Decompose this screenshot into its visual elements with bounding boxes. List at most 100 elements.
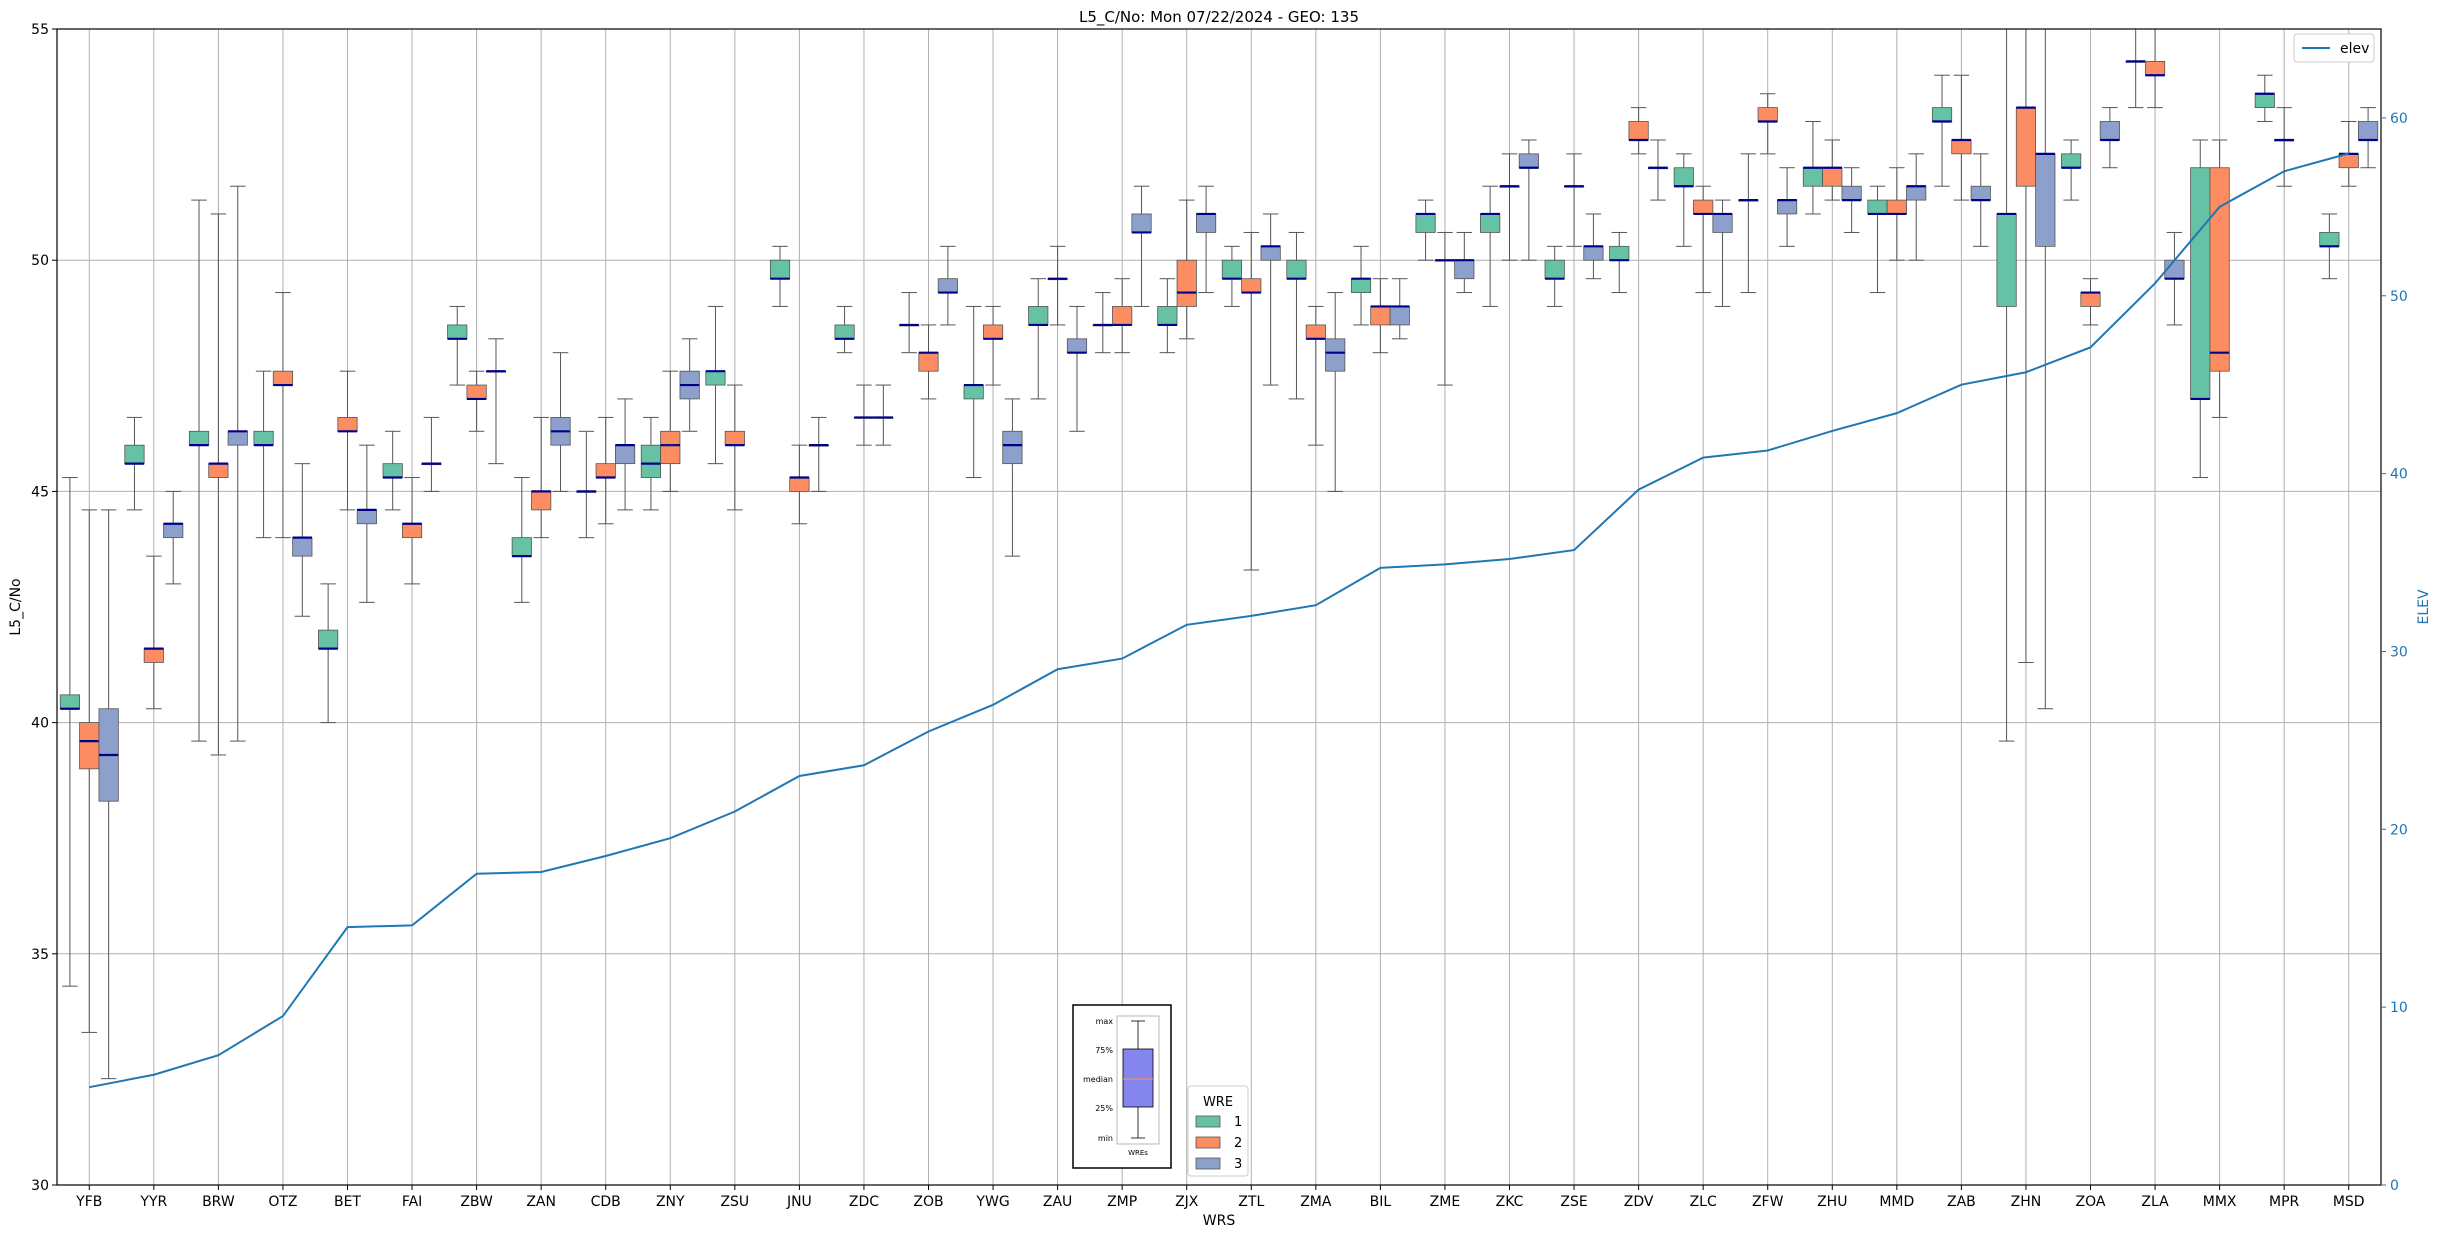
x-tick-label: ZNY xyxy=(656,1194,685,1210)
box-iqr xyxy=(1350,278,1372,293)
box-wre-1-bet xyxy=(318,583,339,724)
box-wre-1-zab xyxy=(1931,74,1953,187)
box-wre-1-zfw xyxy=(1738,153,1759,294)
box-iqr xyxy=(1867,199,1888,215)
box-iqr xyxy=(79,722,100,770)
box-iqr xyxy=(769,259,791,280)
box-iqr xyxy=(2015,107,2037,187)
y-right-tick-label: 50 xyxy=(2390,289,2408,305)
wre-legend: WRE 1 2 3 xyxy=(1187,1085,1249,1177)
box-iqr xyxy=(1693,199,1714,215)
box-iqr xyxy=(1841,185,1862,201)
box-iqr xyxy=(208,463,229,478)
box-iqr xyxy=(982,324,1004,340)
box-wre-3-zhu xyxy=(1841,167,1862,233)
inset-max-label: max xyxy=(1096,1017,1114,1026)
box-iqr xyxy=(1260,245,1281,261)
box-wre-3-msd xyxy=(2358,107,2379,169)
box-wre-1-ztl xyxy=(1221,245,1242,307)
box-iqr xyxy=(1325,338,1346,372)
wre-legend-label-3: 3 xyxy=(1234,1157,1242,1172)
box-wre-2-zab xyxy=(1951,74,1972,201)
x-tick-label: YWG xyxy=(975,1194,1009,1210)
box-wre-1-zan xyxy=(511,477,532,603)
box-wre-3-zdv xyxy=(1647,139,1669,201)
box-wre-3-otz xyxy=(292,463,313,617)
x-tick-label: MSD xyxy=(2333,1194,2365,1210)
box-wre-3-mmd xyxy=(1906,153,1927,261)
box-wre-2-zfw xyxy=(1757,93,1778,155)
box-wre-2-bil xyxy=(1370,278,1391,354)
box-wre-1-zse xyxy=(1544,245,1565,307)
box-iqr xyxy=(705,370,726,386)
box-wre-1-bil xyxy=(1350,245,1372,326)
box-iqr xyxy=(724,430,745,446)
box-wre-2-bet xyxy=(337,370,358,511)
box-wre-2-zma xyxy=(1305,305,1326,446)
box-wre-2-zmp xyxy=(1112,278,1133,354)
box-wre-1-brw xyxy=(188,199,210,742)
x-tick-label: ZLC xyxy=(1690,1194,1717,1210)
box-iqr xyxy=(1389,306,1410,326)
box-wre-2-mpr xyxy=(2274,107,2295,187)
y-tick-label: 35 xyxy=(31,947,49,963)
x-tick-label: ZFW xyxy=(1752,1194,1784,1210)
box-iqr xyxy=(382,463,403,478)
x-tick-label: ZHU xyxy=(1817,1194,1847,1210)
box-wre-1-otz xyxy=(253,370,274,539)
box-wre-3-zau xyxy=(1066,305,1088,432)
grid-lines xyxy=(57,28,2381,1186)
box-iqr xyxy=(1454,259,1475,280)
y-tick-label: 30 xyxy=(31,1178,49,1194)
box-wre-1-cdb xyxy=(576,430,597,539)
box-iqr xyxy=(1886,199,1907,215)
box-wre-2-mmx xyxy=(2209,139,2230,418)
box-wre-2-zhu xyxy=(1822,139,1843,201)
box-iqr xyxy=(124,444,145,465)
box-wre-2-zhn xyxy=(2015,28,2037,663)
box-wre-3-zlc xyxy=(1712,199,1733,307)
inset-wres-label: WREs xyxy=(1128,1149,1148,1157)
x-tick-label: ZSE xyxy=(1560,1194,1587,1210)
x-tick-label: MPR xyxy=(2269,1194,2300,1210)
x-tick-label: MMD xyxy=(1879,1194,1914,1210)
box-wre-3-bet xyxy=(356,444,377,603)
box-iqr xyxy=(1196,213,1217,233)
box-wre-2-zny xyxy=(660,370,681,492)
box-wre-1-zjx xyxy=(1157,278,1178,354)
box-iqr xyxy=(163,523,184,539)
y-right-tick-label: 40 xyxy=(2390,467,2408,483)
y-tick-label: 50 xyxy=(31,253,49,269)
x-tick-label: ZTL xyxy=(1238,1194,1264,1210)
wre-legend-title: WRE xyxy=(1203,1095,1233,1110)
x-tick-label: BET xyxy=(334,1194,361,1210)
box-iqr xyxy=(660,430,681,465)
box-iqr xyxy=(1066,338,1088,354)
x-tick-label: YYR xyxy=(139,1194,167,1210)
wre-legend-label-2: 2 xyxy=(1234,1136,1242,1151)
box-iqr xyxy=(292,537,313,557)
box-wre-3-zan xyxy=(550,352,571,492)
y-right-tick-label: 0 xyxy=(2390,1178,2399,1194)
box-iqr xyxy=(1131,213,1152,233)
box-wre-1-zlc xyxy=(1673,153,1694,247)
box-iqr xyxy=(1028,306,1049,326)
box-iqr xyxy=(337,417,358,432)
box-iqr xyxy=(253,430,274,446)
box-wre-3-brw xyxy=(227,185,248,742)
box-iqr xyxy=(531,490,552,511)
box-iqr xyxy=(1777,199,1798,215)
x-tick-label: ZLA xyxy=(2141,1194,2169,1210)
box-wre-2-zjx xyxy=(1176,199,1197,340)
box-wre-3-zhn xyxy=(2035,28,2056,710)
box-wre-1-ywg xyxy=(963,305,984,479)
box-wre-2-zan xyxy=(531,416,552,539)
box-wre-3-zme xyxy=(1454,231,1475,294)
box-iqr xyxy=(1906,185,1927,201)
x-tick-label: ZOB xyxy=(913,1194,943,1210)
box-iqr xyxy=(2358,121,2379,141)
x-tick-label: ZMA xyxy=(1300,1194,1332,1210)
box-iqr xyxy=(1609,245,1630,261)
x-tick-label: ZAN xyxy=(526,1194,556,1210)
